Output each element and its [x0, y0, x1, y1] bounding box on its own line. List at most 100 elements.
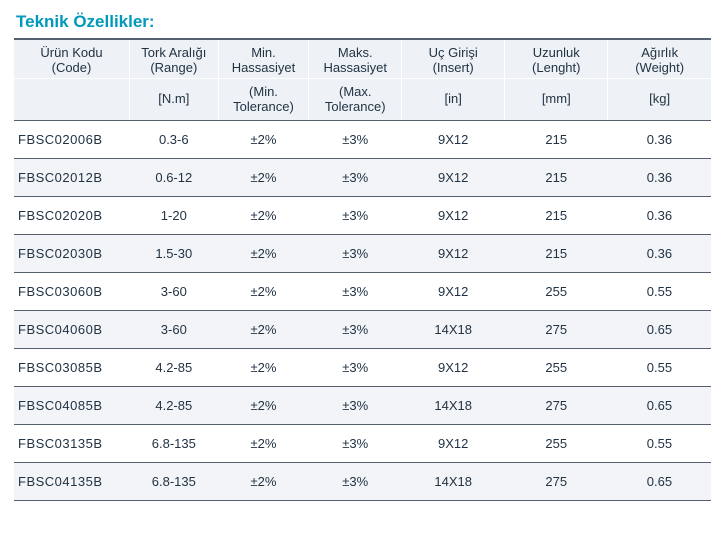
cell-range: 4.2-85	[129, 348, 218, 386]
cell-insert: 9X12	[402, 196, 505, 234]
cell-insert: 14X18	[402, 310, 505, 348]
table-row: FBSC03135B6.8-135±2%±3%9X122550.55	[14, 424, 711, 462]
col-unit-weight: [kg]	[608, 78, 711, 120]
table-row: FBSC04060B3-60±2%±3%14X182750.65	[14, 310, 711, 348]
cell-min-tol: ±2%	[218, 310, 309, 348]
col-header-main: Uzunluk	[507, 46, 605, 61]
col-unit-insert: [in]	[402, 78, 505, 120]
cell-range: 0.3-6	[129, 120, 218, 158]
col-unit-min: (Min. Tolerance)	[218, 78, 309, 120]
cell-length: 275	[505, 462, 608, 500]
col-unit-range: [N.m]	[129, 78, 218, 120]
col-header-main: Tork Aralığı	[132, 46, 216, 61]
cell-code: FBSC03135B	[14, 424, 129, 462]
table-row: FBSC02006B0.3-6±2%±3%9X122150.36	[14, 120, 711, 158]
cell-code: FBSC04135B	[14, 462, 129, 500]
cell-code: FBSC02020B	[14, 196, 129, 234]
col-unit-code	[14, 78, 129, 120]
cell-weight: 0.36	[608, 158, 711, 196]
col-header-main: Ürün Kodu	[16, 46, 127, 61]
cell-range: 6.8-135	[129, 462, 218, 500]
table-body: FBSC02006B0.3-6±2%±3%9X122150.36FBSC0201…	[14, 120, 711, 500]
cell-min-tol: ±2%	[218, 386, 309, 424]
col-header-max-tol: Maks. Hassasiyet	[309, 39, 402, 78]
cell-length: 215	[505, 234, 608, 272]
table-row: FBSC04135B6.8-135±2%±3%14X182750.65	[14, 462, 711, 500]
cell-length: 215	[505, 120, 608, 158]
cell-code: FBSC02012B	[14, 158, 129, 196]
col-header-code: Ürün Kodu (Code)	[14, 39, 129, 78]
cell-length: 255	[505, 272, 608, 310]
cell-min-tol: ±2%	[218, 120, 309, 158]
cell-max-tol: ±3%	[309, 120, 402, 158]
cell-code: FBSC02030B	[14, 234, 129, 272]
section-title: Teknik Özellikler:	[16, 12, 711, 32]
cell-weight: 0.36	[608, 196, 711, 234]
cell-weight: 0.65	[608, 386, 711, 424]
cell-max-tol: ±3%	[309, 386, 402, 424]
cell-min-tol: ±2%	[218, 462, 309, 500]
spec-table: Ürün Kodu (Code) Tork Aralığı (Range) Mi…	[14, 38, 711, 501]
cell-range: 6.8-135	[129, 424, 218, 462]
cell-code: FBSC02006B	[14, 120, 129, 158]
cell-range: 3-60	[129, 310, 218, 348]
col-header-range: Tork Aralığı (Range)	[129, 39, 218, 78]
cell-max-tol: ±3%	[309, 196, 402, 234]
cell-range: 0.6-12	[129, 158, 218, 196]
cell-min-tol: ±2%	[218, 272, 309, 310]
col-header-main: Maks. Hassasiyet	[311, 46, 399, 76]
cell-weight: 0.55	[608, 424, 711, 462]
col-header-sub: (Code)	[16, 61, 127, 76]
cell-range: 1-20	[129, 196, 218, 234]
cell-length: 255	[505, 424, 608, 462]
table-row: FBSC03085B4.2-85±2%±3%9X122550.55	[14, 348, 711, 386]
col-unit-length: [mm]	[505, 78, 608, 120]
cell-insert: 9X12	[402, 234, 505, 272]
col-header-insert: Uç Girişi (Insert)	[402, 39, 505, 78]
cell-range: 3-60	[129, 272, 218, 310]
cell-max-tol: ±3%	[309, 424, 402, 462]
cell-insert: 9X12	[402, 158, 505, 196]
cell-range: 1.5-30	[129, 234, 218, 272]
cell-insert: 14X18	[402, 462, 505, 500]
cell-code: FBSC04060B	[14, 310, 129, 348]
cell-min-tol: ±2%	[218, 158, 309, 196]
cell-weight: 0.36	[608, 120, 711, 158]
col-header-weight: Ağırlık (Weight)	[608, 39, 711, 78]
cell-weight: 0.55	[608, 272, 711, 310]
cell-min-tol: ±2%	[218, 234, 309, 272]
cell-insert: 9X12	[402, 120, 505, 158]
cell-insert: 9X12	[402, 424, 505, 462]
cell-max-tol: ±3%	[309, 272, 402, 310]
cell-weight: 0.65	[608, 310, 711, 348]
cell-length: 275	[505, 310, 608, 348]
cell-length: 215	[505, 196, 608, 234]
cell-code: FBSC03085B	[14, 348, 129, 386]
col-header-main: Uç Girişi	[404, 46, 502, 61]
cell-range: 4.2-85	[129, 386, 218, 424]
table-row: FBSC02030B1.5-30±2%±3%9X122150.36	[14, 234, 711, 272]
col-header-length: Uzunluk (Lenght)	[505, 39, 608, 78]
cell-min-tol: ±2%	[218, 196, 309, 234]
cell-max-tol: ±3%	[309, 348, 402, 386]
col-header-sub: (Insert)	[404, 61, 502, 76]
table-row: FBSC02012B0.6-12±2%±3%9X122150.36	[14, 158, 711, 196]
cell-length: 255	[505, 348, 608, 386]
cell-code: FBSC03060B	[14, 272, 129, 310]
table-row: FBSC02020B1-20±2%±3%9X122150.36	[14, 196, 711, 234]
col-header-sub: (Lenght)	[507, 61, 605, 76]
cell-max-tol: ±3%	[309, 310, 402, 348]
cell-length: 215	[505, 158, 608, 196]
col-header-main: Min. Hassasiyet	[221, 46, 307, 76]
col-header-main: Ağırlık	[610, 46, 709, 61]
col-unit-max: (Max. Tolerance)	[309, 78, 402, 120]
cell-max-tol: ±3%	[309, 158, 402, 196]
col-header-sub: (Range)	[132, 61, 216, 76]
cell-insert: 9X12	[402, 272, 505, 310]
cell-max-tol: ±3%	[309, 234, 402, 272]
col-header-sub: (Weight)	[610, 61, 709, 76]
col-header-min-tol: Min. Hassasiyet	[218, 39, 309, 78]
cell-insert: 9X12	[402, 348, 505, 386]
table-row: FBSC04085B4.2-85±2%±3%14X182750.65	[14, 386, 711, 424]
cell-min-tol: ±2%	[218, 424, 309, 462]
